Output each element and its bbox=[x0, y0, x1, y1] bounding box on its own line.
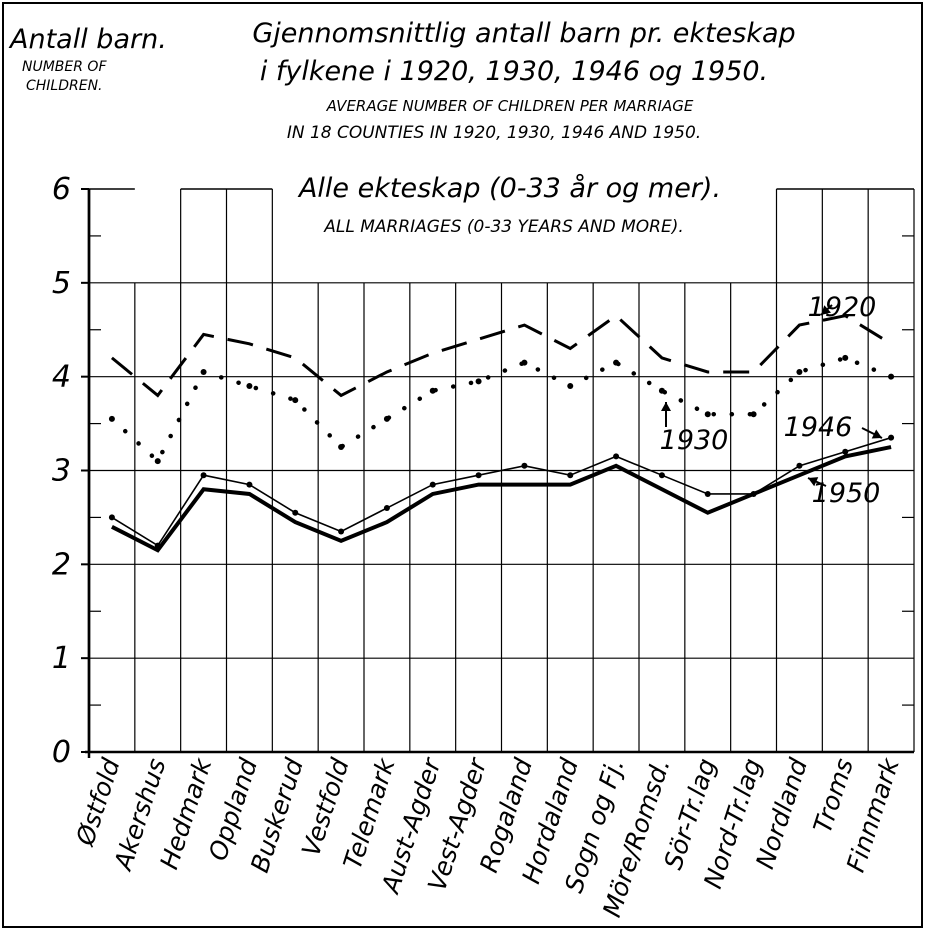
point-1930-1 bbox=[154, 458, 161, 465]
point-1946-6 bbox=[383, 505, 390, 512]
point-1930-0 bbox=[108, 415, 115, 422]
point-1930-7 bbox=[429, 387, 436, 394]
point-1930-8 bbox=[475, 378, 482, 385]
point-1946-12 bbox=[658, 472, 665, 479]
point-1946-10 bbox=[567, 472, 574, 479]
y-tick-label: 6 bbox=[52, 172, 71, 207]
series-arrowhead-1920 bbox=[821, 305, 832, 315]
point-1930-3 bbox=[246, 383, 253, 390]
point-1946-0 bbox=[108, 514, 115, 521]
point-1946-17 bbox=[888, 434, 895, 441]
point-1946-13 bbox=[704, 490, 711, 497]
y-tick-label: 3 bbox=[52, 454, 71, 489]
point-1930-4 bbox=[292, 397, 299, 404]
series-label-1946: 1946 bbox=[784, 412, 853, 443]
point-1930-14 bbox=[750, 411, 757, 418]
point-1946-2 bbox=[200, 472, 207, 479]
point-1946-8 bbox=[475, 472, 482, 479]
point-1930-13 bbox=[704, 411, 711, 418]
ylabel-en-line2: CHILDREN. bbox=[26, 78, 103, 94]
y-tick-label: 2 bbox=[52, 547, 71, 582]
point-1930-17 bbox=[888, 373, 895, 380]
panel-title: Alle ekteskap (0-33 år og mer). bbox=[297, 173, 721, 204]
point-1946-7 bbox=[429, 481, 436, 488]
point-1930-11 bbox=[613, 359, 620, 366]
point-1946-4 bbox=[292, 509, 299, 516]
series-arrowhead-1950 bbox=[808, 477, 819, 487]
y-tick-label: 4 bbox=[52, 360, 71, 395]
chart-subtitle-line2: IN 18 COUNTIES IN 1920, 1930, 1946 AND 1… bbox=[287, 123, 701, 143]
y-tick-label: 1 bbox=[52, 641, 71, 676]
chart-title: Gjennomsnittlig antall barn pr. ekteskap bbox=[252, 18, 795, 49]
series-line-1950 bbox=[111, 445, 892, 553]
panel-subtitle: ALL MARRIAGES (0-33 YEARS AND MORE). bbox=[323, 217, 684, 237]
point-1946-16 bbox=[842, 448, 849, 455]
y-tick-label: 5 bbox=[52, 266, 71, 301]
series-line-1920 bbox=[110, 313, 892, 398]
point-1946-3 bbox=[246, 481, 253, 488]
point-1930-2 bbox=[200, 368, 207, 375]
chart-subtitle: AVERAGE NUMBER OF CHILDREN PER MARRIAGE bbox=[326, 97, 694, 115]
series-arrowhead-1930 bbox=[661, 402, 671, 411]
series-label-1920: 1920 bbox=[808, 292, 877, 323]
point-1946-15 bbox=[796, 462, 803, 469]
point-1946-11 bbox=[613, 453, 620, 460]
point-1946-9 bbox=[521, 462, 528, 469]
point-1946-5 bbox=[338, 528, 345, 535]
point-1930-12 bbox=[658, 387, 665, 394]
point-1930-15 bbox=[796, 368, 803, 375]
point-1930-5 bbox=[338, 444, 345, 451]
point-1930-9 bbox=[521, 359, 528, 366]
series-label-1930: 1930 bbox=[660, 425, 729, 456]
point-1930-6 bbox=[383, 415, 390, 422]
series-arrowhead-1946 bbox=[871, 429, 882, 439]
point-1930-16 bbox=[842, 354, 849, 361]
ylabel-en-line1: NUMBER OF bbox=[22, 59, 107, 75]
series-label-1950: 1950 bbox=[812, 478, 881, 509]
x-tick-label: Troms bbox=[808, 755, 859, 837]
ylabel: Antall barn. bbox=[8, 24, 167, 55]
point-1930-10 bbox=[567, 383, 574, 390]
y-tick-label: 0 bbox=[52, 735, 71, 770]
chart-title-line2: i fylkene i 1920, 1930, 1946 og 1950. bbox=[260, 56, 768, 87]
